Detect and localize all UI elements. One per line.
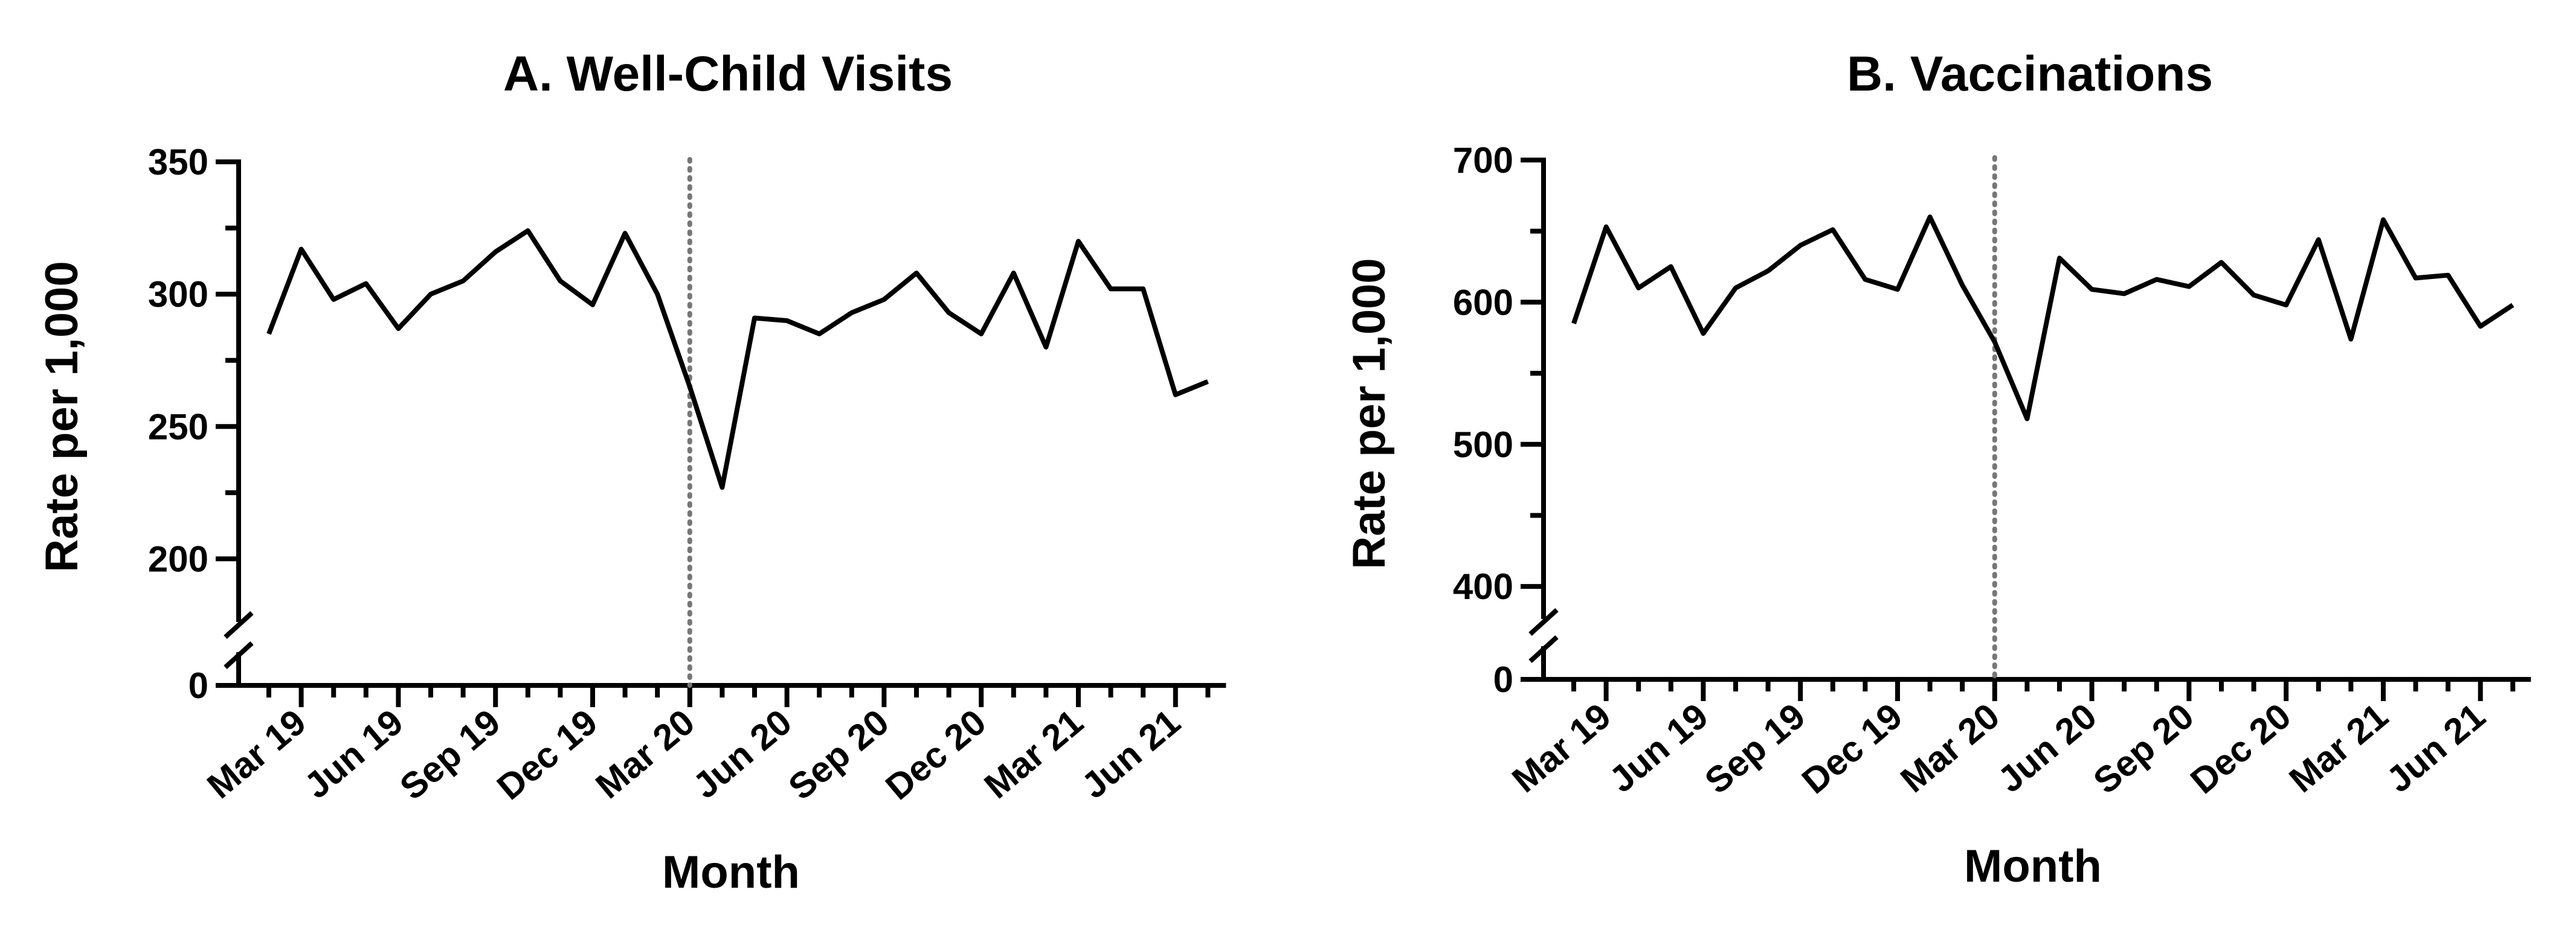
axis-break-mark: [1528, 635, 1559, 663]
y-tick-label: 500: [1453, 425, 1513, 465]
x-tick-label: Jun 21: [2378, 696, 2493, 801]
y-tick-label: 400: [1453, 566, 1513, 607]
y-tick-label: 700: [1453, 140, 1513, 181]
axis-break-mark: [224, 611, 254, 639]
x-tick-label: Jun 19: [297, 702, 411, 807]
panel-vaccinations: B. Vaccinations Rate per 1,000 Month 700 600…: [1344, 46, 2531, 892]
y-tick-label: 250: [148, 406, 208, 447]
y-zero-label: 0: [188, 665, 208, 706]
y-tick-label: 600: [1453, 282, 1513, 322]
x-tick-label: Sep 19: [1697, 696, 1812, 802]
axis-break-mark: [1528, 608, 1559, 636]
x-tick-label: Dec 20: [878, 702, 993, 808]
x-tick-label: Dec 19: [489, 702, 605, 808]
y-axis-label: Rate per 1,000: [1344, 258, 1395, 569]
x-tick-label: Mar 19: [199, 702, 314, 807]
x-tick-label: Mar 21: [2282, 696, 2396, 801]
x-tick-label: Sep 19: [392, 702, 507, 808]
x-tick-label: Mar 21: [977, 702, 1091, 807]
y-tick-label: 350: [148, 142, 208, 182]
chart-title: A. Well-Child Visits: [503, 46, 953, 101]
y-axis-label: Rate per 1,000: [36, 261, 88, 572]
x-axis-label: Month: [662, 847, 800, 898]
y-tick-label: 300: [148, 274, 208, 315]
x-tick-label: Sep 20: [781, 702, 896, 808]
x-tick-label: Mar 19: [1504, 696, 1618, 801]
x-tick-label: Sep 20: [2085, 696, 2201, 802]
series-line: [266, 228, 1209, 490]
x-tick-label: Dec 20: [2183, 696, 2298, 802]
x-tick-label: Mar 20: [1893, 696, 2007, 801]
panel-well-child-visits: A. Well-Child Visits Rate per 1,000 Month 3…: [36, 46, 1226, 898]
axis-break-mark: [224, 641, 254, 669]
series-line: [1571, 214, 2514, 422]
chart-title: B. Vaccinations: [1847, 46, 2213, 101]
y-zero-label: 0: [1493, 659, 1513, 700]
x-tick-label: Jun 19: [1602, 696, 1716, 801]
x-tick-label: Dec 19: [1794, 696, 1910, 802]
x-axis-label: Month: [1964, 841, 2102, 892]
x-tick-label: Jun 20: [685, 702, 799, 807]
x-tick-label: Jun 20: [1990, 696, 2104, 801]
x-tick-label: Mar 20: [588, 702, 702, 807]
x-tick-label: Jun 21: [1074, 702, 1188, 807]
y-tick-label: 200: [148, 539, 208, 579]
